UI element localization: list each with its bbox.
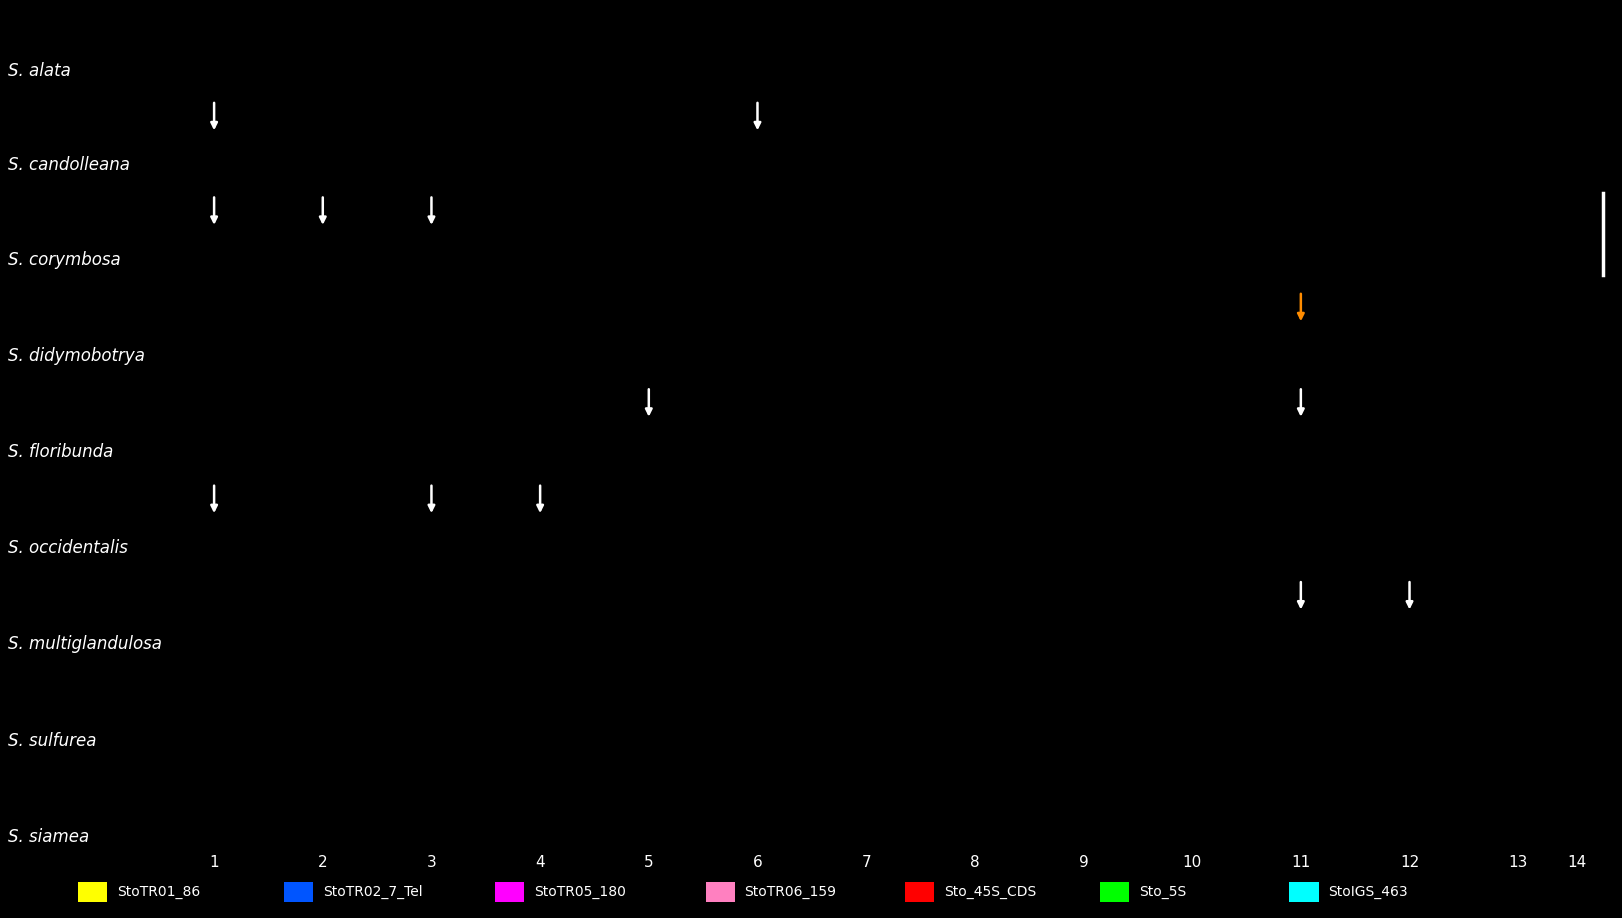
FancyBboxPatch shape (1289, 882, 1319, 902)
FancyBboxPatch shape (905, 882, 934, 902)
Text: Sto_45S_CDS: Sto_45S_CDS (944, 885, 1036, 900)
FancyBboxPatch shape (78, 882, 107, 902)
FancyBboxPatch shape (1100, 882, 1129, 902)
Text: 12: 12 (1400, 856, 1419, 870)
Text: S. occidentalis: S. occidentalis (8, 539, 128, 557)
Text: S. sulfurea: S. sulfurea (8, 732, 97, 750)
Text: 2: 2 (318, 856, 328, 870)
Text: Sto_5S: Sto_5S (1139, 885, 1186, 900)
Text: StoIGS_463: StoIGS_463 (1328, 885, 1408, 900)
Text: StoTR02_7_Tel: StoTR02_7_Tel (323, 885, 422, 900)
Text: 14: 14 (1567, 856, 1586, 870)
FancyBboxPatch shape (284, 882, 313, 902)
Text: StoTR06_159: StoTR06_159 (744, 885, 837, 900)
Text: S. alata: S. alata (8, 62, 71, 80)
FancyBboxPatch shape (706, 882, 735, 902)
Text: S. didymobotrya: S. didymobotrya (8, 347, 144, 365)
Text: 13: 13 (1508, 856, 1528, 870)
Text: S. multiglandulosa: S. multiglandulosa (8, 635, 162, 654)
Text: 9: 9 (1079, 856, 1088, 870)
Text: S. siamea: S. siamea (8, 828, 89, 846)
Text: 7: 7 (861, 856, 871, 870)
Text: 6: 6 (753, 856, 762, 870)
Text: 5: 5 (644, 856, 654, 870)
Text: 8: 8 (970, 856, 980, 870)
Text: 1: 1 (209, 856, 219, 870)
Text: 10: 10 (1182, 856, 1202, 870)
Text: S. corymbosa: S. corymbosa (8, 251, 122, 269)
Text: S. floribunda: S. floribunda (8, 442, 114, 461)
Text: StoTR01_86: StoTR01_86 (117, 885, 200, 900)
Text: StoTR05_180: StoTR05_180 (534, 885, 626, 900)
Text: 3: 3 (427, 856, 436, 870)
FancyBboxPatch shape (495, 882, 524, 902)
Text: 11: 11 (1291, 856, 1311, 870)
Text: 4: 4 (535, 856, 545, 870)
Text: S. candolleana: S. candolleana (8, 156, 130, 174)
